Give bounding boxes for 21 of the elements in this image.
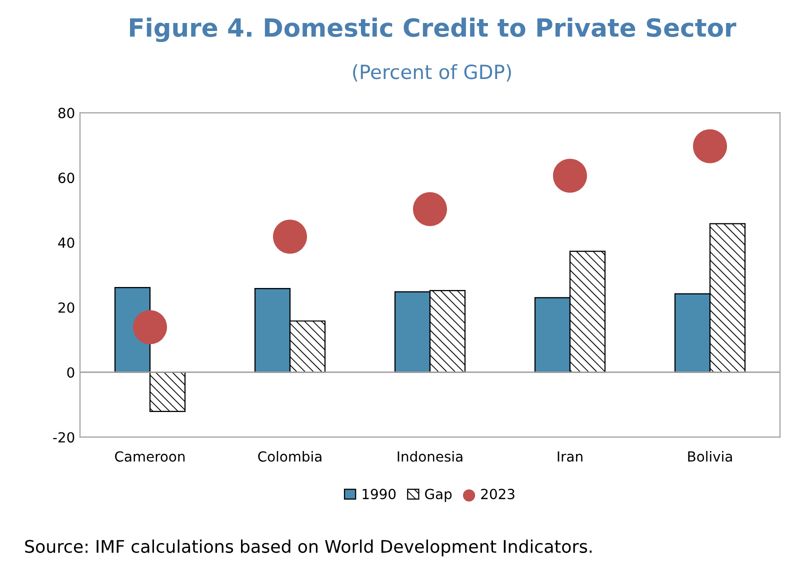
- y-tick-label: -20: [53, 432, 74, 443]
- chart-subtitle: (Percent of GDP): [353, 64, 511, 82]
- legend-label: 2023: [481, 488, 514, 500]
- source-note: Source: IMF calculations based on World Development Indicators.: [25, 540, 592, 556]
- y-tick-label: 0: [67, 367, 74, 378]
- y-tick-label: 20: [58, 302, 74, 313]
- legend-label: 1990: [362, 488, 396, 500]
- point: [412, 192, 448, 226]
- y-tick-label: 60: [58, 172, 74, 184]
- x-tick-label: Iran: [558, 451, 582, 462]
- point: [692, 129, 728, 164]
- y-tick-label: 40: [58, 237, 74, 248]
- x-tick-label: Indonesia: [398, 450, 462, 462]
- y-tick-label: 80: [58, 108, 74, 118]
- legend-label: Gap: [425, 488, 452, 502]
- chart-title: Figure 4. Domestic Credit to Private Sector: [130, 18, 736, 42]
- point: [272, 220, 308, 254]
- point: [552, 158, 588, 193]
- x-tick-label: Bolivia: [688, 450, 732, 462]
- x-tick-label: Colombia: [258, 450, 322, 462]
- x-tick-label: Cameroon: [115, 451, 185, 462]
